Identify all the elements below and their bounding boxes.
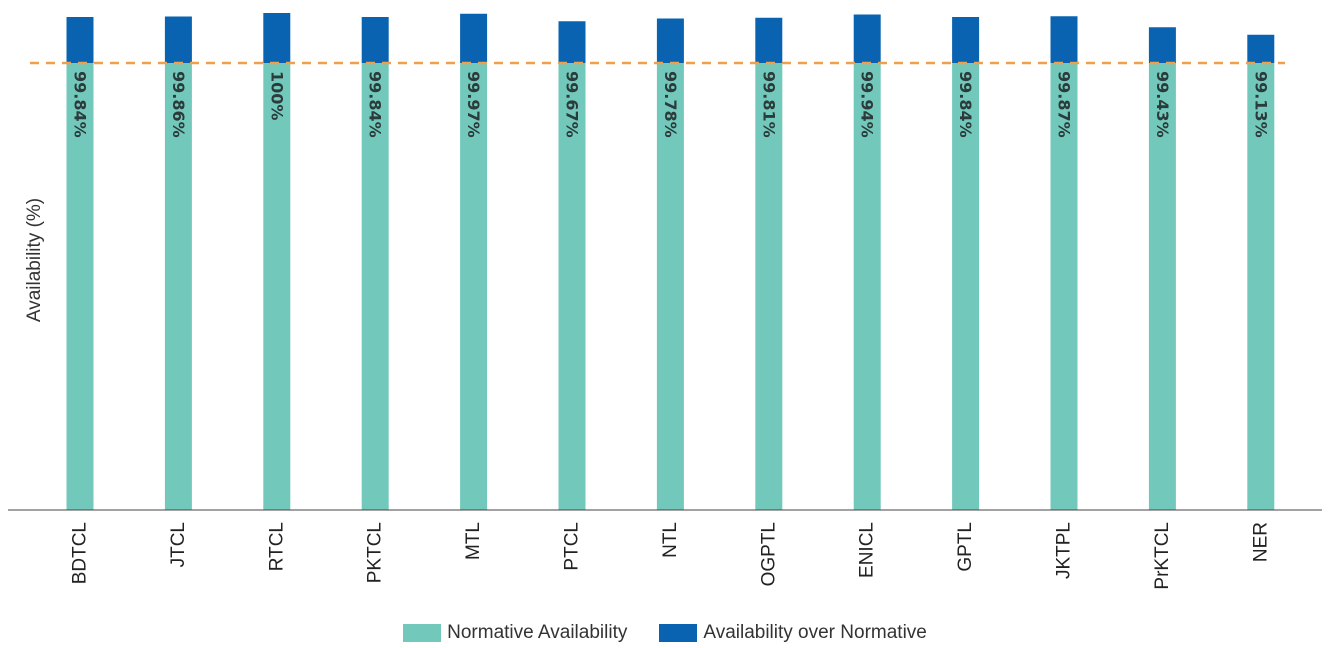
bar-over-normative-pktcl — [361, 17, 389, 63]
bar-over-normative-ntl — [656, 18, 684, 63]
x-tick-label-bdtcl: BDTCL — [70, 522, 91, 584]
x-tick-label-ogptl: OGPTL — [758, 522, 779, 586]
bar-normative-ner — [1247, 63, 1275, 510]
bar-normative-bdtcl — [66, 63, 94, 510]
bar-over-normative-gptl — [952, 17, 980, 63]
y-axis-label: Availability (%) — [24, 198, 45, 322]
x-tick-label-ner: NER — [1250, 522, 1271, 562]
legend: Normative Availability Availability over… — [0, 622, 1330, 644]
bar-normative-mtl — [460, 63, 488, 510]
data-label-gptl: 99.84% — [956, 71, 975, 138]
legend-swatch-over-normative — [659, 624, 698, 642]
bar-over-normative-mtl — [460, 13, 488, 63]
bar-over-normative-enicl — [853, 14, 881, 63]
x-tick-label-pktcl: PKTCL — [365, 522, 386, 583]
data-label-enicl: 99.94% — [858, 71, 877, 138]
data-label-ntl: 99.78% — [661, 71, 680, 138]
bar-over-normative-jtcl — [164, 16, 192, 63]
x-tick-label-rtcl: RTCL — [266, 522, 287, 571]
bar-over-normative-ner — [1247, 34, 1275, 63]
bar-normative-enicl — [853, 63, 881, 510]
data-labels-group: 99.84% 99.86% 100% 99.84% 99.97% 99.67% 99.78%… — [71, 71, 1271, 138]
bar-normative-gptl — [952, 63, 980, 510]
legend-swatch-normative — [403, 624, 442, 642]
x-tick-label-ntl: NTL — [660, 522, 681, 558]
bar-over-normative-jktpl — [1050, 16, 1078, 63]
x-tick-label-jtcl: JTCL — [168, 522, 189, 567]
bar-normative-jtcl — [164, 63, 192, 510]
legend-item-over-normative: Availability over Normative — [659, 622, 927, 644]
bar-over-normative-bdtcl — [66, 17, 94, 63]
bar-normative-ptcl — [558, 63, 586, 510]
legend-label-normative: Normative Availability — [447, 622, 628, 643]
data-label-ner: 99.13% — [1251, 71, 1270, 138]
bar-normative-rtcl — [263, 63, 291, 510]
bar-over-normative-prktcl — [1148, 27, 1176, 63]
x-tick-label-mtl: MTL — [463, 522, 484, 560]
data-label-bdtcl: 99.84% — [71, 71, 90, 138]
data-label-rtcl: 100% — [267, 71, 286, 120]
series-over-normative-bars — [66, 13, 1275, 63]
bar-normative-prktcl — [1148, 63, 1176, 510]
x-tick-label-jktpl: JKTPL — [1054, 522, 1075, 579]
bar-normative-ogptl — [755, 63, 783, 510]
legend-item-normative: Normative Availability — [403, 622, 627, 644]
bar-over-normative-ptcl — [558, 21, 586, 63]
x-tick-label-enicl: ENICL — [857, 522, 878, 578]
x-tick-label-prktcl: PrKTCL — [1152, 522, 1173, 590]
legend-label-over-normative: Availability over Normative — [703, 622, 927, 643]
bar-over-normative-ogptl — [755, 17, 783, 63]
data-label-mtl: 99.97% — [464, 71, 483, 138]
bar-normative-pktcl — [361, 63, 389, 510]
bar-normative-ntl — [656, 63, 684, 510]
y-axis-label-group: Availability (%) — [24, 198, 45, 322]
data-label-jktpl: 99.87% — [1055, 71, 1074, 138]
data-label-jtcl: 99.86% — [169, 71, 188, 138]
bar-over-normative-rtcl — [263, 13, 291, 63]
series-normative-bars — [66, 63, 1275, 510]
data-label-ogptl: 99.81% — [759, 71, 778, 138]
x-tick-label-ptcl: PTCL — [562, 522, 583, 571]
bar-normative-jktpl — [1050, 63, 1078, 510]
data-label-prktcl: 99.43% — [1153, 71, 1172, 138]
x-tick-label-gptl: GPTL — [955, 522, 976, 572]
data-label-ptcl: 99.67% — [563, 71, 582, 138]
data-label-pktcl: 99.84% — [366, 71, 385, 138]
x-axis-tick-labels: BDTCL JTCL RTCL PKTCL MTL PTCL NTL OGPTL ENICL GP… — [70, 522, 1272, 590]
